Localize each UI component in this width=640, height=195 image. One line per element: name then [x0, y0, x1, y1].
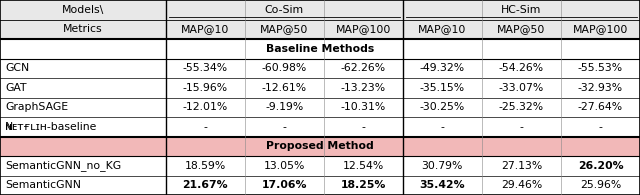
FancyBboxPatch shape	[0, 20, 640, 39]
Text: MAP@10: MAP@10	[181, 24, 229, 34]
Text: -55.34%: -55.34%	[182, 63, 228, 73]
Text: -9.19%: -9.19%	[265, 102, 303, 112]
Text: -: -	[362, 122, 365, 132]
Text: -10.31%: -10.31%	[340, 102, 386, 112]
Text: GCN: GCN	[5, 63, 29, 73]
Text: -: -	[282, 122, 286, 132]
Text: -49.32%: -49.32%	[420, 63, 465, 73]
Text: 21.67%: 21.67%	[182, 180, 228, 190]
Text: 13.05%: 13.05%	[264, 161, 305, 171]
Text: 18.59%: 18.59%	[184, 161, 226, 171]
Text: -35.15%: -35.15%	[420, 83, 465, 93]
FancyBboxPatch shape	[0, 58, 640, 78]
Text: MAP@50: MAP@50	[260, 24, 308, 34]
FancyBboxPatch shape	[0, 136, 640, 156]
Text: Baseline Methods: Baseline Methods	[266, 44, 374, 54]
Text: 17.06%: 17.06%	[261, 180, 307, 190]
FancyBboxPatch shape	[0, 117, 640, 136]
Text: -: -	[440, 122, 444, 132]
Text: -54.26%: -54.26%	[499, 63, 544, 73]
FancyBboxPatch shape	[0, 98, 640, 117]
Text: -60.98%: -60.98%	[262, 63, 307, 73]
Text: -12.61%: -12.61%	[262, 83, 307, 93]
Text: -62.26%: -62.26%	[340, 63, 386, 73]
Text: HC-Sim: HC-Sim	[501, 5, 541, 15]
Text: 12.54%: 12.54%	[342, 161, 384, 171]
Text: -: -	[203, 122, 207, 132]
Text: 27.13%: 27.13%	[500, 161, 542, 171]
Text: MAP@50: MAP@50	[497, 24, 545, 34]
Text: SemanticGNN: SemanticGNN	[5, 180, 81, 190]
FancyBboxPatch shape	[0, 156, 640, 176]
Text: 30.79%: 30.79%	[422, 161, 463, 171]
Text: MAP@100: MAP@100	[335, 24, 391, 34]
FancyBboxPatch shape	[0, 0, 640, 20]
Text: 26.20%: 26.20%	[578, 161, 623, 171]
Text: GAT: GAT	[5, 83, 27, 93]
Text: -33.07%: -33.07%	[499, 83, 544, 93]
Text: -13.23%: -13.23%	[340, 83, 386, 93]
Text: -: -	[520, 122, 524, 132]
Text: Co-Sim: Co-Sim	[264, 5, 304, 15]
Text: -15.96%: -15.96%	[182, 83, 228, 93]
Text: 29.46%: 29.46%	[500, 180, 542, 190]
Text: 18.25%: 18.25%	[340, 180, 386, 190]
Text: -12.01%: -12.01%	[182, 102, 228, 112]
Text: 25.96%: 25.96%	[580, 180, 621, 190]
Text: ɴᴇᴛғʟɪʜ-baseline: ɴᴇᴛғʟɪʜ-baseline	[5, 122, 97, 132]
Text: -27.64%: -27.64%	[578, 102, 623, 112]
Text: -30.25%: -30.25%	[420, 102, 465, 112]
Text: MAP@10: MAP@10	[418, 24, 467, 34]
Text: -55.53%: -55.53%	[578, 63, 623, 73]
Text: SemanticGNN_no_KG: SemanticGNN_no_KG	[5, 160, 121, 171]
Text: -25.32%: -25.32%	[499, 102, 544, 112]
FancyBboxPatch shape	[0, 176, 640, 195]
FancyBboxPatch shape	[0, 39, 640, 58]
Text: Models\: Models\	[61, 5, 104, 15]
FancyBboxPatch shape	[0, 78, 640, 98]
Text: Metrics: Metrics	[63, 24, 102, 34]
Text: GraphSAGE: GraphSAGE	[5, 102, 68, 112]
Text: Proposed Method: Proposed Method	[266, 141, 374, 151]
Text: MAP@100: MAP@100	[573, 24, 628, 34]
Text: N: N	[5, 122, 13, 132]
Text: 35.42%: 35.42%	[419, 180, 465, 190]
Text: -32.93%: -32.93%	[578, 83, 623, 93]
Text: -: -	[598, 122, 602, 132]
